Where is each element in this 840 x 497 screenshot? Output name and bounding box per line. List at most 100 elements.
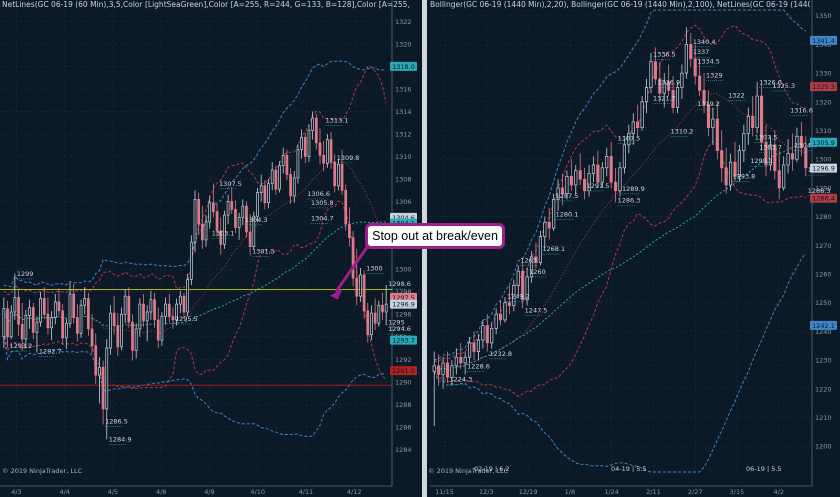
right-bollinger-lower [433, 140, 806, 398]
candle-body [622, 144, 626, 169]
candle-body [274, 169, 278, 190]
price-annotation: 1334.5 [697, 57, 720, 65]
price-marker-box [810, 82, 837, 92]
candle-body [351, 237, 355, 279]
candle-body [145, 311, 149, 322]
candle-body [472, 342, 476, 352]
candle-body [13, 296, 17, 313]
candle-body [340, 164, 344, 191]
candle-body [72, 293, 76, 318]
candle-body [556, 187, 560, 200]
right-y-tick-label: 1320 [815, 98, 832, 106]
candle-body [627, 133, 631, 146]
candle-body [24, 315, 28, 340]
candle-body [525, 276, 529, 301]
candle-body [160, 316, 164, 341]
candle-body [278, 165, 281, 190]
candle-body [614, 181, 618, 192]
price-marker-label: 1304.6 [392, 214, 415, 222]
candle-body [795, 135, 799, 160]
candle-body [311, 117, 314, 131]
left-x-tick-label: 4/11 [299, 488, 314, 496]
price-annotation: 1304.3 [245, 216, 268, 224]
candle-body [609, 155, 613, 183]
price-marker-box [810, 137, 837, 147]
candle-body [799, 135, 803, 149]
left-y-tick-label: 1320 [395, 40, 412, 48]
right-outer-band-mid [433, 141, 806, 371]
candle-body [366, 310, 370, 335]
left-y-tick-label: 1296 [395, 311, 412, 319]
price-annotation: 1299 [17, 270, 34, 278]
price-annotation: 1316.6 [790, 107, 813, 115]
price-annotation: 1301.5 [252, 247, 275, 255]
right-y-tick-label: 1200 [815, 443, 832, 451]
candle-body [263, 185, 267, 204]
price-annotation: 1336.5 [653, 50, 676, 58]
candle-body [432, 365, 436, 372]
candle-body [498, 313, 503, 321]
candle-body [381, 304, 384, 313]
price-annotation: 1286.5 [105, 418, 128, 426]
callout-arrow-line [334, 239, 374, 293]
candle-body [2, 308, 6, 338]
candle-body [737, 150, 742, 177]
candle-body [640, 101, 644, 129]
right-y-tick-label: 1270 [815, 242, 832, 250]
candle-body [516, 270, 520, 286]
stop-out-callout: Stop out at break/even [365, 223, 505, 249]
candle-body [468, 342, 472, 358]
left-x-tick-label: 4/3 [11, 488, 21, 496]
candle-body [720, 150, 724, 169]
candle-body [98, 366, 101, 376]
candle-body [230, 201, 234, 210]
left-x-tick-label: 4/10 [250, 488, 265, 496]
candle-body [200, 223, 204, 241]
candle-body [314, 117, 318, 144]
candle-body [149, 299, 153, 313]
right-y-tick-label: 1350 [815, 12, 832, 20]
candle-body [463, 356, 467, 364]
candle-body [742, 133, 746, 151]
candle-body [715, 118, 719, 151]
candle-body [706, 104, 711, 129]
candle-body [547, 221, 551, 229]
price-annotation: 1304.7 [311, 215, 334, 223]
candle-body [733, 161, 737, 177]
candle-body [362, 274, 366, 312]
right-y-tick-label: 1260 [815, 271, 832, 279]
candle-body [322, 155, 326, 164]
candle-body [303, 136, 307, 157]
candle-body [175, 303, 178, 321]
contract-label-2: 04-19 | 5.5 [611, 465, 647, 473]
price-annotation: 1249.2 [507, 292, 530, 300]
price-annotation: 1232.8 [489, 350, 512, 358]
price-annotation: 1280.1 [556, 211, 579, 219]
candle-body [53, 301, 57, 318]
candle-body [512, 285, 516, 306]
left-chart-header: NetLines(GC 06-19 (60 Min),3,5,Color [Li… [2, 0, 412, 9]
right-x-tick-label: 2/11 [646, 488, 661, 496]
left-y-tick-label: 1286 [395, 423, 412, 431]
candle-body [270, 169, 274, 184]
price-annotation: 1307.5 [755, 134, 778, 142]
candle-body [476, 339, 481, 352]
candle-body [105, 347, 109, 410]
left-y-tick-label: 1290 [395, 378, 412, 386]
candle-body [116, 325, 120, 348]
candle-body [31, 307, 35, 333]
candle-body [445, 362, 450, 378]
price-annotation: 1287.5 [556, 192, 579, 200]
candle-body [490, 328, 494, 344]
contract-label-1: 02-19 | 6.2 [474, 465, 510, 473]
price-annotation: 1321.7 [653, 94, 676, 102]
right-x-tick-label: 12/19 [519, 488, 538, 496]
price-annotation: 1295.5 [175, 315, 198, 323]
candle-body [790, 153, 795, 160]
price-annotation: 1284.9 [109, 436, 132, 444]
candle-body [689, 44, 693, 60]
price-annotation: 1304.4 [795, 142, 818, 150]
candle-body [68, 293, 72, 324]
left-y-tick-label: 1288 [395, 401, 412, 409]
right-x-tick-label: 3/15 [730, 488, 745, 496]
